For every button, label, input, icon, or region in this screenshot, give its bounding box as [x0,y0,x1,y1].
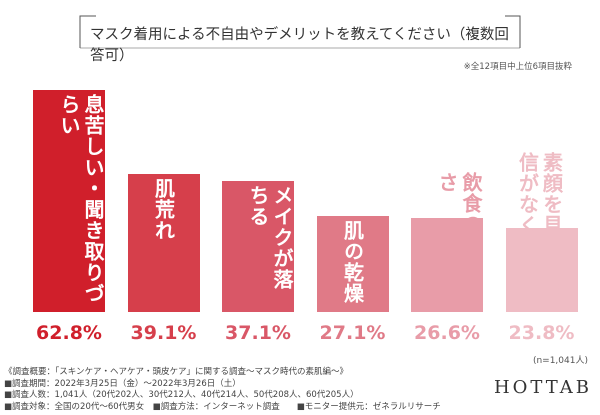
bar [222,180,294,312]
value-label: 39.1% [130,322,197,344]
footnote: ■調査期間：2022年3月25日（金）～2022年3月26日（土） [4,378,241,389]
note: ※全12項目中上位6項目抜粋 [463,62,572,72]
sample-size: (n=1,041人) [532,356,588,366]
bar [127,173,200,312]
category-label: メイクが落ちる [246,184,294,290]
category-label: 肌の乾燥 [340,220,365,305]
footnote: ■調査対象：全国の20代〜60代男女 ■調査方法：インターネット調査 ■モニター… [4,401,441,412]
bar [505,227,578,312]
category-label: 飲食のしづらさ [435,172,483,298]
bar [411,217,483,312]
chart-title: マスク着用による不自由やデメリットを教えてください（複数回答可） [90,27,509,64]
value-label: 27.1% [319,322,386,344]
category-label: 素顔を見せる自信がなくなった [515,152,564,299]
logo: HOTTAB [493,377,592,398]
footnote: ■調査人数：1,041人（20代202人、30代212人、40代214人、50代… [4,390,359,400]
value-label: 23.8% [508,322,575,344]
footnotes: 《調査概要：「スキンケア・ヘアケア・頭皮ケア」に関する調査～マスク時代の素肌編～… [4,367,441,413]
category-label: 息苦しい・聞き取りづらい [57,93,105,304]
footnote: 《調査概要：「スキンケア・ヘアケア・頭皮ケア」に関する調査～マスク時代の素肌編～… [4,367,348,377]
value-label: 62.8% [36,322,102,344]
bar [316,216,389,312]
bar [33,89,105,312]
value-label: 37.1% [225,322,291,344]
value-label: 26.6% [414,322,480,344]
category-label: 肌荒れ [151,177,176,241]
